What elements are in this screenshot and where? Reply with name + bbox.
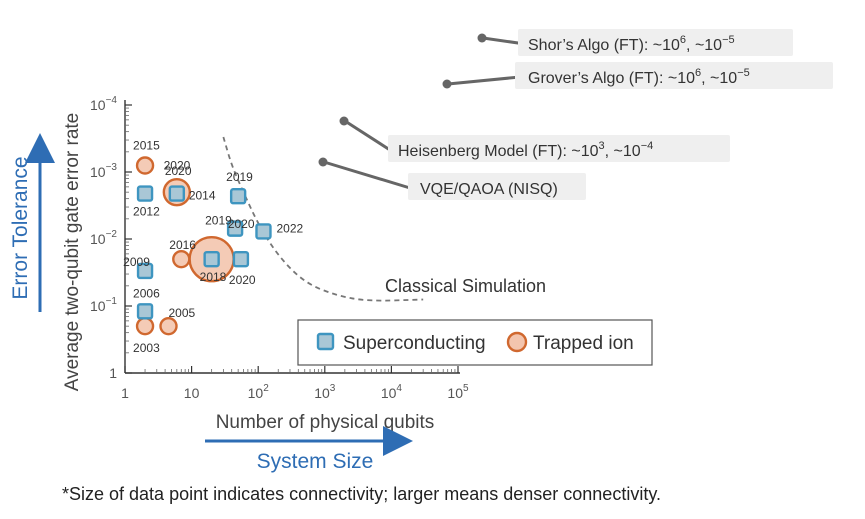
annotation-heisenberg: Heisenberg Model (FT): ~103, ~10−4 <box>339 116 730 162</box>
superconducting-point <box>136 185 154 202</box>
annotation-vqe-text: VQE/QAOA (NISQ) <box>420 181 558 198</box>
y-tick-label: 10−3 <box>90 162 117 180</box>
data-points <box>135 156 272 336</box>
trapped-ion-point <box>135 316 155 336</box>
superconducting-point <box>226 220 244 237</box>
x-tick-label: 104 <box>381 383 403 401</box>
x-tick-label: 102 <box>248 383 270 401</box>
point-year-label: 2005 <box>169 306 196 320</box>
classical-simulation-label: Classical Simulation <box>385 276 546 296</box>
point-labels: 2012200620142018201920192020202220152020… <box>123 139 303 356</box>
annotation-vqe: VQE/QAOA (NISQ) <box>318 157 586 200</box>
point-year-label: 2014 <box>189 189 216 203</box>
annotation-heisenberg-text: Heisenberg Model (FT): ~103, ~10−4 <box>398 140 653 160</box>
legend-marker-superconducting <box>316 332 335 351</box>
point-year-label: 2019 <box>205 214 232 228</box>
legend: Superconducting Trapped ion <box>297 319 653 366</box>
point-year-label: 2018 <box>200 270 227 284</box>
system-size-arrow: System Size <box>205 426 413 473</box>
trapped-ion-point <box>172 249 191 269</box>
point-year-label: 2003 <box>133 341 160 355</box>
x-tick-label: 1 <box>121 385 129 401</box>
y-axis-label: Average two-qubit gate error rate <box>62 113 83 391</box>
error-tolerance-label: Error Tolerance <box>9 156 32 299</box>
point-year-label: 2020 <box>164 159 191 173</box>
legend-label-superconducting: Superconducting <box>343 333 486 354</box>
point-year-label: 2020 <box>165 164 192 178</box>
point-year-label: 2019 <box>226 170 253 184</box>
superconducting-point <box>255 223 272 240</box>
annotation-shor: Shor’s Algo (FT): ~106, ~10−5 <box>477 29 793 56</box>
legend-label-trapped-ion: Trapped ion <box>533 333 634 354</box>
trapped-ion-point <box>135 156 155 175</box>
y-tick-label: 1 <box>109 365 117 381</box>
axes <box>124 100 460 374</box>
y-tick-label: 10−2 <box>90 229 117 247</box>
x-axis-label: Number of physical qubits <box>216 412 435 433</box>
error-tolerance-arrow: Error Tolerance <box>9 133 55 312</box>
point-year-label: 2020 <box>228 217 255 231</box>
x-tick-label: 10 <box>184 385 200 401</box>
superconducting-point <box>229 188 247 205</box>
system-size-label: System Size <box>257 450 374 473</box>
y-tick-label: 10−4 <box>90 95 117 113</box>
point-year-label: 2009 <box>123 255 150 269</box>
annotation-shor-text: Shor’s Algo (FT): ~106, ~10−5 <box>528 34 735 54</box>
y-ticks: 1 10−1 10−2 10−3 10−4 <box>90 95 132 381</box>
point-year-label: 2022 <box>276 221 303 235</box>
legend-box <box>297 319 653 366</box>
annotation-grover: Grover’s Algo (FT): ~106, ~10−5 <box>442 62 833 89</box>
superconducting-point <box>168 185 186 202</box>
footnote: *Size of data point indicates connectivi… <box>62 484 661 504</box>
point-year-label: 2015 <box>133 139 160 153</box>
legend-marker-trapped-ion <box>506 331 528 353</box>
y-tick-label: 10−1 <box>90 296 117 314</box>
x-ticks: 1 10 102 103 104 105 <box>121 366 469 401</box>
superconducting-point <box>136 262 154 280</box>
superconducting-point <box>203 250 220 268</box>
classical-simulation-boundary <box>222 136 424 302</box>
point-year-label: 2020 <box>229 273 256 287</box>
trapped-ion-point <box>159 316 178 336</box>
x-tick-label: 103 <box>314 383 336 401</box>
superconducting-point <box>232 250 250 268</box>
annotation-grover-text: Grover’s Algo (FT): ~106, ~10−5 <box>528 67 750 87</box>
x-tick-label: 105 <box>447 383 469 401</box>
point-year-label: 2016 <box>169 238 196 252</box>
point-year-label: 2012 <box>133 205 160 219</box>
superconducting-point <box>136 303 154 320</box>
point-year-label: 2006 <box>133 286 160 300</box>
